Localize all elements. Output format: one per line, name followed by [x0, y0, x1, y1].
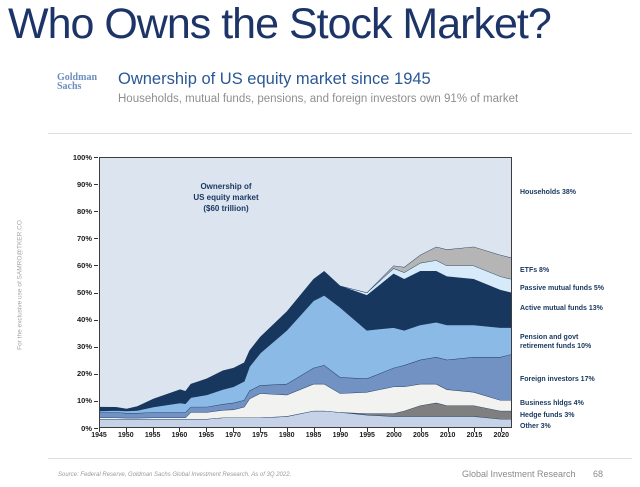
- x-axis-tick-label: 1980: [278, 432, 295, 439]
- x-axis-tick-mark: [474, 428, 476, 432]
- legend-label-active-mutual-funds: Active mutual funds 13%: [520, 305, 603, 312]
- logo-line-1: Goldman: [57, 72, 98, 83]
- y-axis-tick-mark: [94, 428, 98, 429]
- x-axis-tick-mark: [179, 428, 181, 432]
- y-axis-tick-mark: [94, 400, 98, 402]
- x-axis-tick-mark: [420, 428, 422, 432]
- y-axis-tick-label: 20%: [76, 369, 92, 379]
- y-axis-tick-mark: [94, 265, 98, 267]
- band-hedge-funds: [100, 402, 511, 419]
- band-households: [100, 158, 511, 409]
- x-axis-tick-label: 1945: [91, 432, 107, 439]
- legend-label-business-hldgs: Business hldgs 4%: [520, 400, 584, 407]
- page-title: Who Owns the Stock Market?: [8, 0, 552, 48]
- y-axis-tick-mark: [94, 157, 98, 158]
- x-axis-tick-mark: [394, 428, 395, 432]
- legend-label-households: Households 38%: [520, 189, 577, 196]
- y-axis-tick-label: 60%: [76, 260, 92, 270]
- x-axis-tick-mark: [206, 428, 208, 432]
- x-axis-tick-label: 1990: [332, 432, 349, 439]
- x-axis-tick-label: 1965: [198, 432, 215, 439]
- x-axis-tick-mark: [286, 428, 288, 432]
- x-axis-tick-label: 2000: [386, 432, 402, 439]
- x-axis-tick-mark: [340, 428, 342, 432]
- x-axis-tick-mark: [313, 428, 315, 432]
- x-axis-tick-label: 1985: [305, 432, 322, 439]
- x-axis-tick-mark: [259, 428, 261, 432]
- x-axis-tick-mark: [501, 428, 503, 432]
- stacked-area-svg: [100, 158, 511, 427]
- band-passive-mutual-funds: [100, 260, 511, 409]
- legend-label-foreign-investors: Foreign investors 17%: [520, 376, 595, 383]
- y-axis-tick-label: 10%: [76, 396, 92, 406]
- x-axis-tick-label: 1995: [359, 432, 375, 439]
- footer-brand: Global Investment Research: [462, 469, 576, 479]
- y-axis-tick-label: 30%: [76, 342, 92, 352]
- logo-line-2: Sachs: [57, 81, 82, 92]
- legend-label-pension-govt-retirement: Pension and govt retirement funds 10%: [520, 334, 592, 351]
- report-subheading: Households, mutual funds, pensions, and …: [118, 93, 519, 105]
- y-axis-tick-mark: [94, 373, 98, 375]
- x-axis-tick-label: 1960: [171, 432, 188, 439]
- x-axis-tick-mark: [99, 428, 100, 432]
- report-heading: Ownership of US equity market since 1945: [118, 70, 431, 88]
- y-axis-tick-mark: [94, 184, 98, 186]
- stacked-area-chart: [99, 157, 512, 428]
- legend-label-other: Other 3%: [520, 423, 551, 430]
- y-axis-tick-label: 100%: [72, 152, 92, 162]
- x-axis-tick-label: 1975: [252, 432, 268, 439]
- y-axis-tick-mark: [94, 238, 98, 240]
- band-business-hldgs: [100, 383, 511, 419]
- x-axis-tick-label: 1950: [118, 432, 134, 439]
- x-axis-tick-label: 2015: [466, 432, 483, 439]
- x-axis-tick-mark: [152, 428, 154, 432]
- band-etfs: [100, 246, 511, 409]
- legend-label-etfs: ETFs 8%: [520, 267, 550, 274]
- x-axis-tick-mark: [447, 428, 449, 432]
- band-pension-govt-retirement: [100, 295, 511, 414]
- y-axis-tick-label: 70%: [76, 233, 92, 243]
- y-axis-tick-label: 0%: [81, 423, 92, 433]
- y-axis-tick-mark: [94, 211, 98, 213]
- x-axis-tick-label: 2020: [493, 432, 510, 439]
- x-axis-tick-mark: [125, 428, 127, 432]
- x-axis-tick-mark: [367, 428, 369, 432]
- y-axis-tick-label: 90%: [76, 179, 92, 189]
- legend-label-hedge-funds: Hedge funds 3%: [520, 412, 575, 419]
- y-axis-tick-label: 50%: [76, 288, 92, 297]
- band-active-mutual-funds: [100, 270, 511, 411]
- x-axis-tick-label: 1955: [144, 432, 161, 439]
- x-axis-tick-label: 2005: [413, 432, 429, 439]
- goldman-sachs-logo: Goldman Sachs: [57, 72, 98, 92]
- y-axis-tick-mark: [94, 292, 98, 294]
- y-axis-tick-label: 40%: [76, 315, 92, 325]
- bottom-divider: [48, 458, 632, 459]
- chart-annotation: Ownership of US equity market ($60 trill…: [193, 182, 259, 214]
- legend-label-passive-mutual-funds: Passive mutual funds 5%: [520, 285, 605, 292]
- y-axis-tick-mark: [94, 319, 98, 321]
- top-divider: [48, 133, 632, 134]
- x-axis-tick-label: 2010: [439, 432, 456, 439]
- footer-source: Source: Federal Reserve, Goldman Sachs G…: [58, 472, 292, 478]
- footer-page-number: 68: [593, 469, 604, 479]
- watermark-text: For the exclusive use of SAMRO@TKER.CO: [16, 220, 24, 350]
- band-foreign-investors: [100, 354, 511, 418]
- x-axis-tick-mark: [233, 428, 235, 432]
- y-axis-tick-mark: [94, 346, 98, 348]
- band-other: [100, 410, 511, 427]
- y-axis-tick-label: 80%: [76, 206, 92, 216]
- x-axis-tick-label: 1970: [225, 432, 241, 439]
